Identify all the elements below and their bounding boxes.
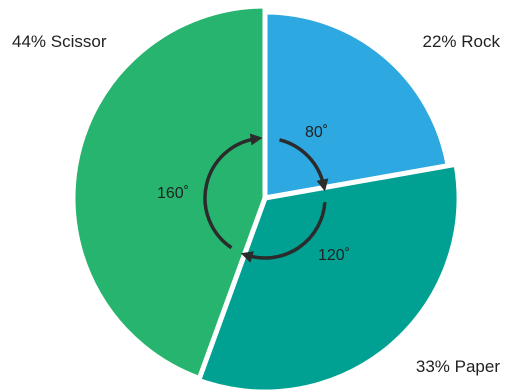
angle-label-scissor: 160˚ <box>157 185 189 202</box>
arrow-scissor-head <box>249 133 263 146</box>
pie-slices <box>70 3 462 390</box>
pie-slice-rock <box>262 9 451 201</box>
pie-slice-paper <box>196 161 462 390</box>
arrow-scissor-arc <box>203 136 257 250</box>
angle-label-paper: 120˚ <box>318 247 350 264</box>
angle-arrows <box>203 133 329 263</box>
angle-label-rock: 80˚ <box>305 124 328 141</box>
arrow-rock-head <box>316 178 329 192</box>
pie-slice-scissor <box>70 3 268 381</box>
slice-label-paper: 33% Paper <box>416 357 500 376</box>
slice-label-scissor: 44% Scissor <box>12 32 107 51</box>
slice-label-rock: 22% Rock <box>423 32 501 51</box>
arrow-paper-head <box>240 251 255 263</box>
arrow-paper-arc <box>245 202 327 260</box>
arrow-rock-arc <box>279 138 326 186</box>
